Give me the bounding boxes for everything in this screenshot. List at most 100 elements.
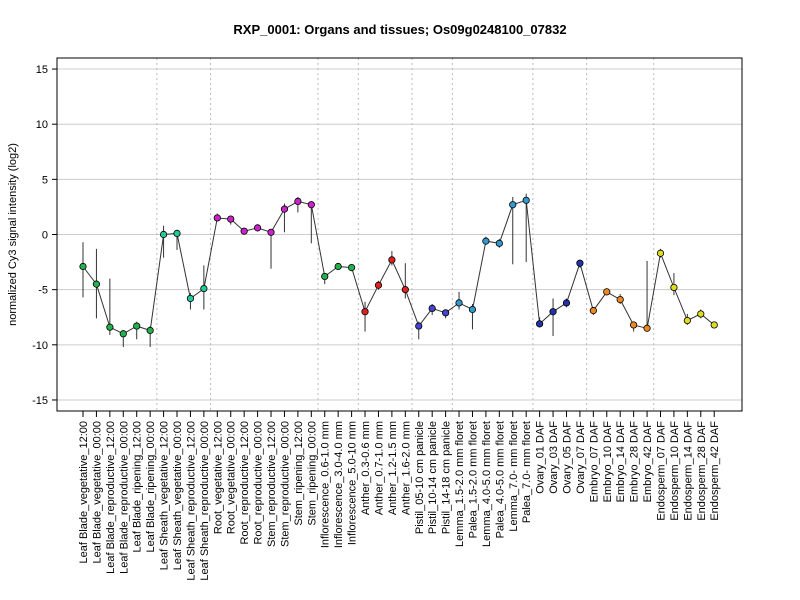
x-tick-label: Stem_ripening_00:00: [306, 421, 318, 526]
data-point: [401, 286, 409, 294]
x-tick-label: Endosperm_42 DAF: [709, 421, 721, 521]
x-tick-label: Ovary_05 DAF: [561, 421, 573, 494]
x-tick-label: Ovary_07 DAF: [575, 421, 587, 494]
x-tick-label: Ovary_03 DAF: [548, 421, 560, 494]
x-tick-label: Palea_7.0- mm floret: [521, 421, 533, 523]
data-point: [509, 201, 517, 209]
data-point: [482, 237, 490, 245]
x-tick-label: Leaf Sheath_vegetative_12:00: [159, 421, 171, 570]
x-tick-label: Anther_1.6-2.0 mm: [400, 421, 412, 515]
data-point: [468, 305, 477, 314]
data-point: [146, 326, 154, 335]
x-tick-label: Inflorescence_0.6-1.0 mm: [320, 421, 332, 548]
grid: [57, 68, 742, 401]
x-tick-label: Embryo_14 DAF: [615, 421, 627, 503]
data-point: [321, 272, 329, 281]
data-point: [455, 299, 463, 307]
y-tick-label: 0: [42, 230, 48, 242]
data-point: [495, 239, 503, 247]
x-tick-label: Ovary_01 DAF: [535, 421, 547, 494]
data-point: [133, 322, 141, 330]
data-points: [79, 196, 718, 338]
y-tick-label: 5: [42, 174, 48, 186]
x-tick-label: Anther_1.2-1.5 mm: [387, 421, 399, 515]
x-tick-label: Inflorescence_5.0-10 mm: [347, 421, 359, 545]
data-point: [253, 224, 262, 232]
y-tick-label: -5: [38, 285, 48, 297]
data-point: [603, 288, 611, 296]
x-tick-label: Leaf Blade_vegetative_12:00: [78, 421, 90, 564]
x-tick-label: Stem_reproductive_12:00: [266, 421, 278, 547]
x-tick-label: Anther_0.7-1.0 mm: [373, 421, 385, 515]
x-tick-label: Palea_1.5-2.0 mm floret: [467, 421, 479, 538]
chart-title: RXP_0001: Organs and tissues; Os09g02481…: [233, 22, 566, 37]
y-tick-label: -15: [32, 395, 48, 407]
x-tick-label: Lemma_1.5-2.0 mm floret: [454, 421, 466, 547]
x-tick-label: Root_vegetative_00:00: [226, 421, 238, 534]
data-point: [656, 249, 665, 257]
group-separators: [156, 58, 655, 411]
data-point: [200, 284, 208, 293]
y-tick-label: 15: [36, 64, 48, 76]
x-tick-label: Lemma_7.0- mm floret: [508, 421, 520, 532]
x-tick-label: Leaf Blade_ripening_12:00: [132, 421, 144, 553]
y-axis-label: normalized Cy3 signal intensity (log2): [7, 143, 19, 326]
x-tick-label: Endosperm_07 DAF: [655, 421, 667, 521]
x-tick-label: Palea_4.0-5.0 mm floret: [494, 421, 506, 538]
x-tick-label: Pistil_10-14 cm panicle: [427, 421, 439, 534]
data-point: [442, 309, 450, 317]
data-point: [227, 215, 235, 223]
x-axis: Leaf Blade_vegetative_12:00 Leaf Blade_ve…: [78, 411, 721, 581]
x-tick-label: Endosperm_28 DAF: [696, 421, 708, 521]
data-point: [213, 214, 221, 222]
y-tick-label: -10: [32, 340, 48, 352]
x-tick-label: Leaf Sheath_reproductive_00:00: [199, 421, 211, 581]
data-point: [374, 281, 383, 289]
x-tick-label: Anther_0.3-0.6 mm: [360, 421, 372, 515]
y-tick-label: 10: [36, 119, 48, 131]
data-point: [92, 280, 101, 288]
data-point: [186, 294, 195, 303]
data-point: [697, 310, 705, 318]
x-tick-label: Root_reproductive_00:00: [253, 421, 265, 545]
x-tick-label: Leaf Sheath_reproductive_12:00: [185, 421, 197, 581]
x-tick-label: Inflorescence_3.0-4.0 mm: [333, 421, 345, 548]
data-point: [562, 299, 571, 307]
data-point: [361, 308, 369, 316]
x-tick-label: Pistil_05-10 cm panicle: [414, 421, 426, 534]
x-tick-label: Embryo_28 DAF: [629, 421, 641, 503]
data-point: [415, 322, 423, 330]
data-point: [280, 205, 289, 213]
data-point: [294, 197, 302, 206]
x-tick-label: Leaf Blade_reproductive_00:00: [118, 421, 130, 574]
data-point: [630, 321, 638, 329]
y-axis: -15 -10 -5 0 5 10 15: [32, 64, 57, 407]
data-point: [307, 201, 315, 209]
data-point: [522, 196, 530, 204]
x-tick-label: Embryo_10 DAF: [602, 421, 614, 503]
x-tick-label: Embryo_42 DAF: [642, 421, 654, 503]
x-tick-label: Root_reproductive_12:00: [239, 421, 251, 545]
x-tick-label: Leaf Blade_vegetative_00:00: [91, 421, 103, 564]
data-point: [173, 229, 181, 237]
x-tick-label: Leaf Blade_ripening_00:00: [145, 421, 157, 553]
data-point: [683, 316, 691, 325]
data-point: [428, 304, 436, 313]
data-point: [643, 324, 651, 332]
x-tick-label: Embryo_07 DAF: [588, 421, 600, 503]
data-point: [267, 228, 275, 236]
data-point: [589, 307, 597, 315]
x-tick-label: Endosperm_14 DAF: [682, 421, 694, 521]
x-tick-label: Stem_ripening_12:00: [293, 421, 305, 526]
x-tick-label: Leaf Sheath_vegetative_00:00: [172, 421, 184, 570]
data-point: [388, 256, 396, 264]
x-tick-label: Endosperm_10 DAF: [669, 421, 681, 521]
x-tick-label: Stem_reproductive_00:00: [279, 421, 291, 547]
x-tick-label: Lemma_4.0-5.0 mm floret: [481, 421, 493, 547]
data-point: [79, 262, 87, 271]
data-point: [106, 323, 114, 331]
data-point: [710, 321, 718, 329]
data-point: [334, 262, 342, 271]
data-point: [119, 330, 127, 338]
